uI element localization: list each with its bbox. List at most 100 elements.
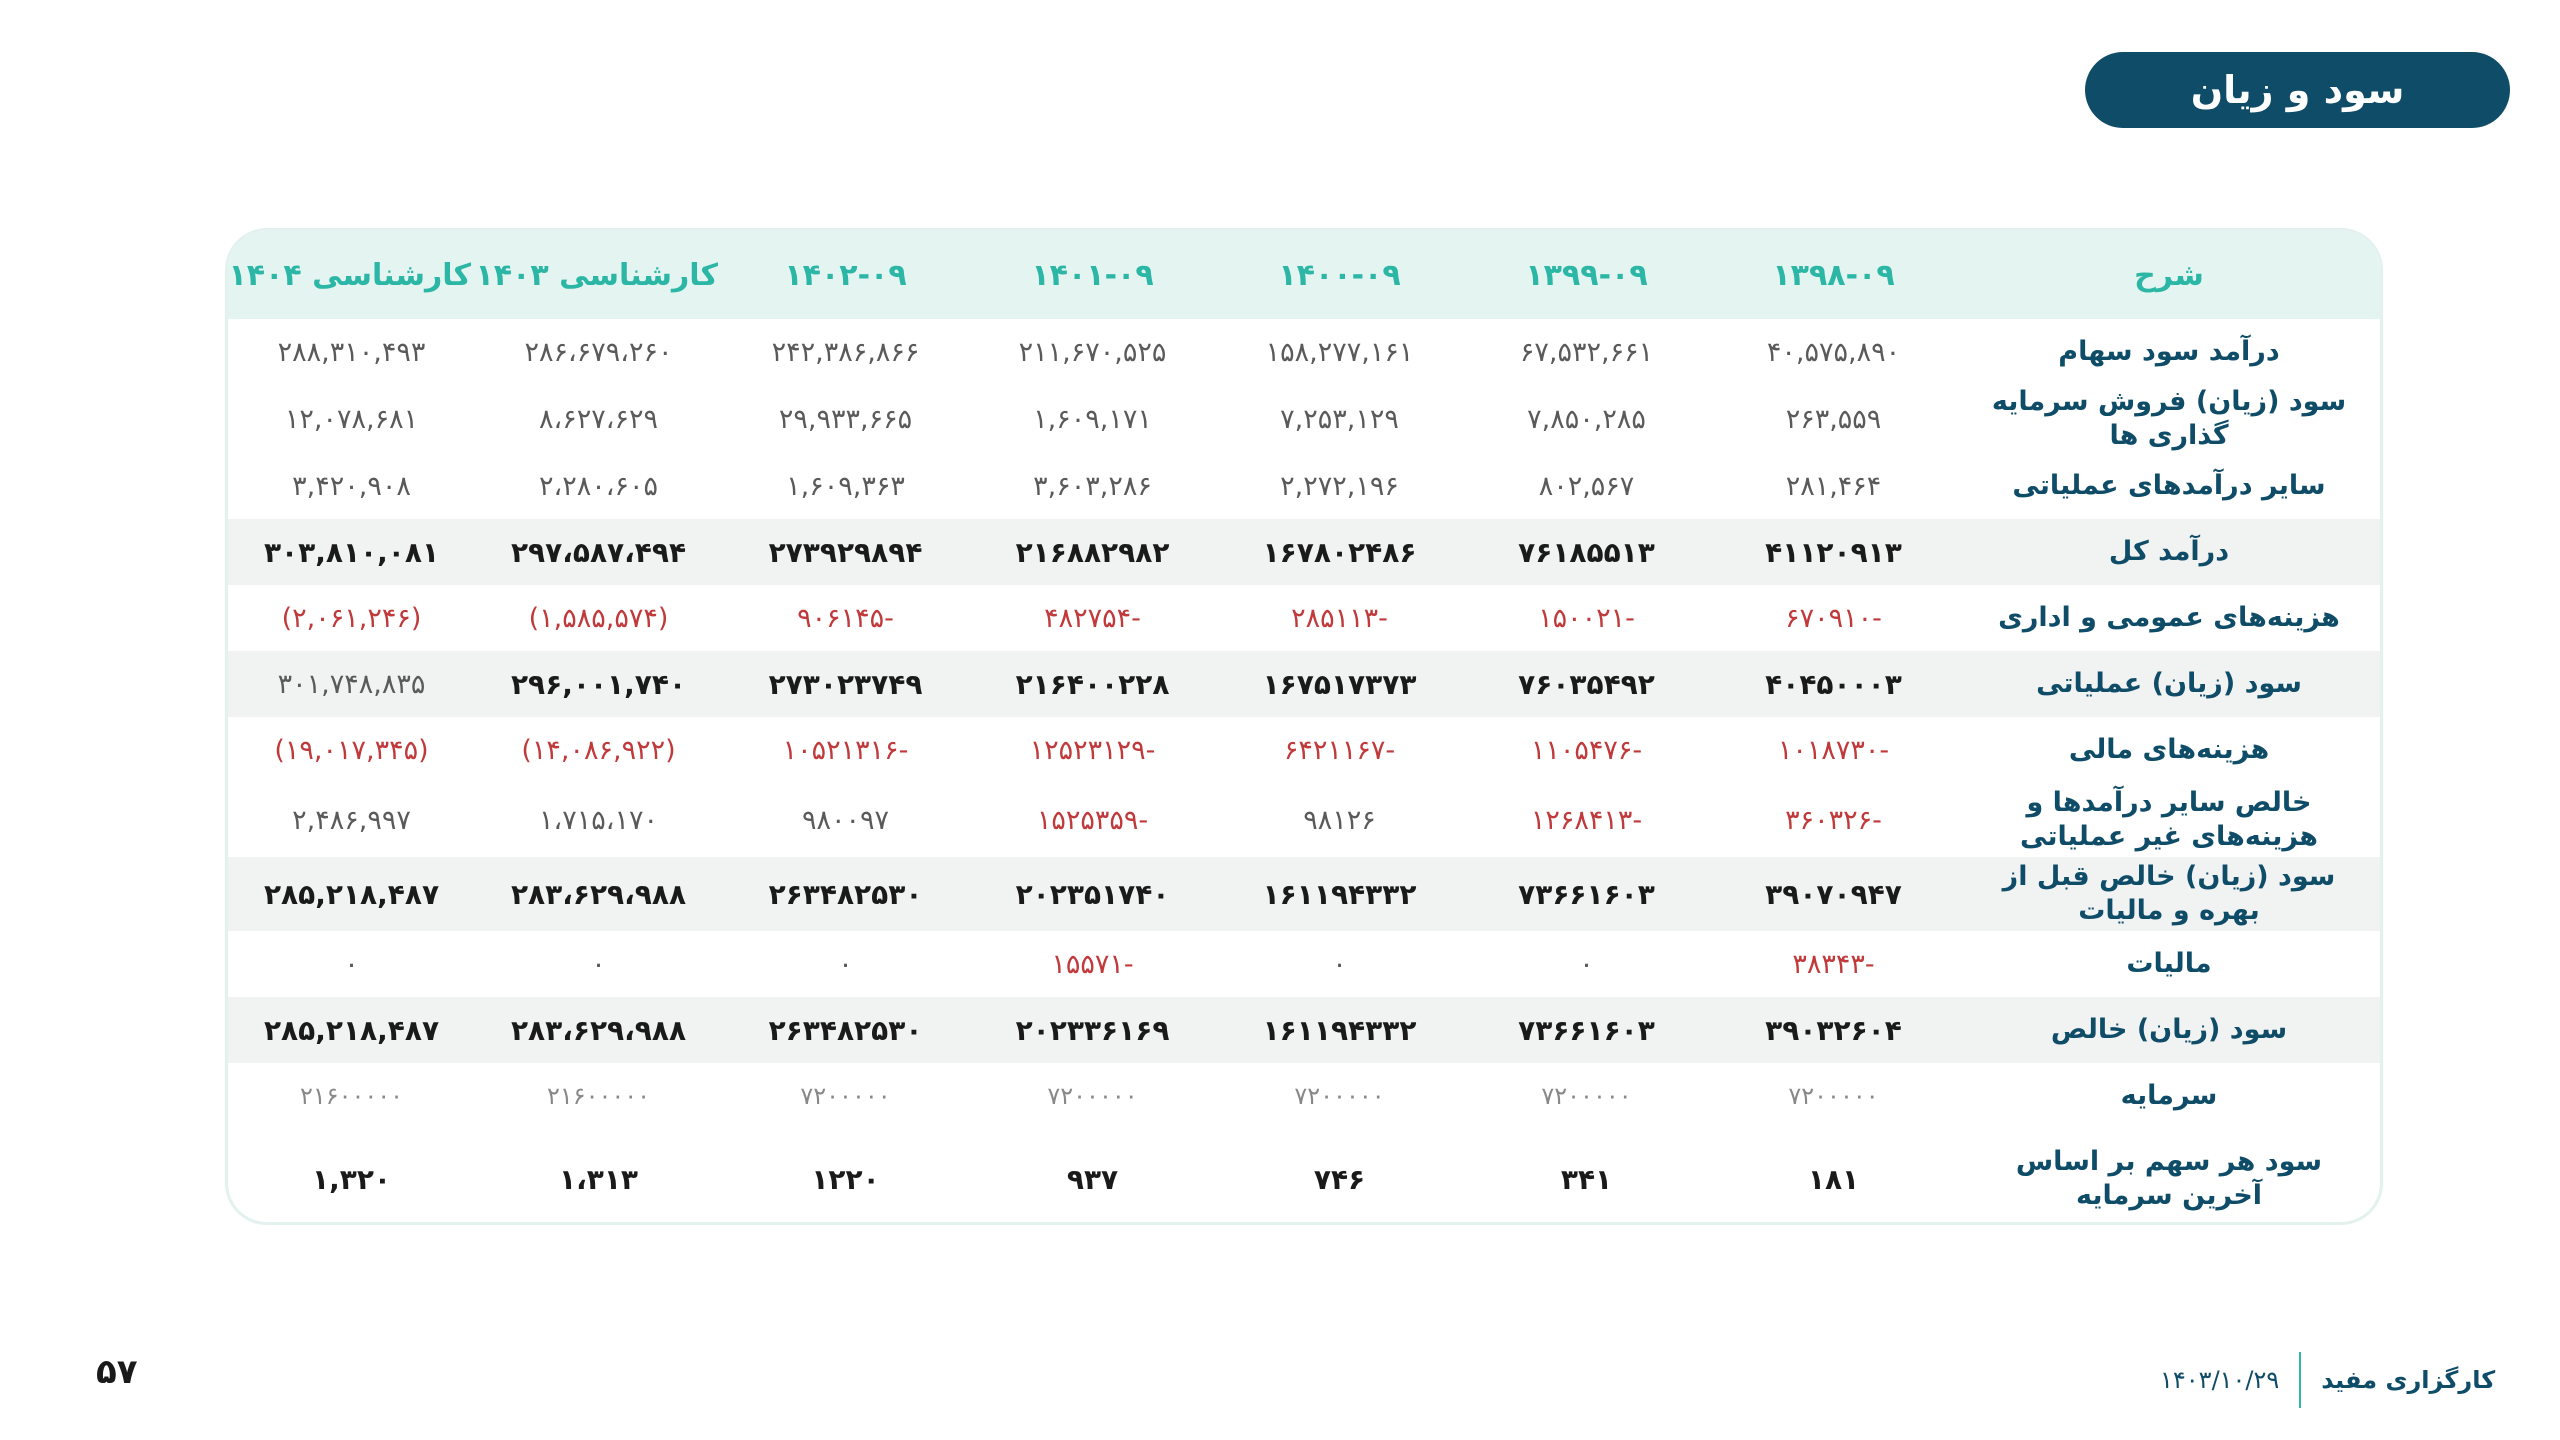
table-cell: ۹۳۷ <box>1066 1162 1119 1196</box>
page-number: ۵۷ <box>96 1352 138 1392</box>
table-cell: ۱,۳۲۰ <box>312 1162 391 1196</box>
table-cell: ۷۳۶۶۱۶۰۳ <box>1518 877 1655 911</box>
table-cell: ۱،۷۱۵،۱۷۰ <box>539 804 658 836</box>
row-label: سود (زیان) خالص <box>2050 1014 2288 1045</box>
table-cell: ۷۶۰۳۵۴۹۲ <box>1518 667 1655 701</box>
table-row: سود (زیان) فروش سرمایه گذاری ها ۲۶۳,۵۵۹ … <box>228 385 2380 453</box>
table-cell: ۷۲۰۰۰۰۰ <box>1541 1082 1632 1110</box>
table-cell: -۳۸۳۴۳ <box>1792 948 1875 980</box>
table-cell: ۳۴۱ <box>1560 1162 1613 1196</box>
row-label: سود (زیان) عملیاتی <box>2036 668 2302 699</box>
table-cell: ۲۸۵,۲۱۸,۴۸۷ <box>263 877 440 911</box>
row-label: مالیات <box>2126 948 2212 979</box>
table-cell: -۲۸۵۱۱۳ <box>1291 602 1388 634</box>
table-cell: ۷,۸۵۰,۲۸۵ <box>1527 403 1646 435</box>
table-row: سود (زیان) خالص قبل از بهره و مالیات ۳۹۰… <box>228 857 2380 931</box>
table-cell: ۲۱۶۰۰۰۰۰ <box>546 1082 651 1110</box>
table-cell: ۲۶۳,۵۵۹ <box>1785 403 1882 435</box>
profit-loss-table-card: شرح ۱۳۹۸-۰۹ ۱۳۹۹-۰۹ ۱۴۰۰-۰۹ ۱۴۰۱-۰۹ ۱۴۰۲… <box>225 228 2383 1225</box>
table-cell: ۳,۶۰۳,۲۸۶ <box>1033 470 1152 502</box>
table-cell: ۰ <box>838 948 853 980</box>
table-row: درآمد کل ۴۱۱۲۰۹۱۳ ۷۶۱۸۵۵۱۳ ۱۶۷۸۰۲۴۸۶ ۲۱۶… <box>228 519 2380 585</box>
table-cell: ۲,۴۸۶,۹۹۷ <box>292 804 411 836</box>
table-cell: -۶۴۲۱۱۶۷ <box>1283 734 1396 766</box>
header-1399: ۱۳۹۹-۰۹ <box>1525 257 1648 293</box>
table-cell: -۱۲۶۸۴۱۳ <box>1530 804 1643 836</box>
table-row: سایر درآمدهای عملیاتی ۲۸۱,۴۶۴ ۸۰۲,۵۶۷ ۲,… <box>228 453 2380 519</box>
table-cell: ۲,۲۷۲,۱۹۶ <box>1280 470 1399 502</box>
table-cell: ۴۱۱۲۰۹۱۳ <box>1765 535 1902 569</box>
table-cell: ۷۳۶۶۱۶۰۳ <box>1518 1013 1655 1047</box>
table-cell: ۸،۶۲۷،۶۲۹ <box>539 403 658 435</box>
table-cell: ۲۰۲۳۳۶۱۶۹ <box>1015 1013 1170 1047</box>
table-cell: ۱۶۱۱۹۴۳۳۲ <box>1262 877 1417 911</box>
table-row: هزینه‌های مالی -۱۰۱۸۷۳۰ -۱۱۰۵۴۷۶ -۶۴۲۱۱۶… <box>228 717 2380 783</box>
table-cell: ۶۷,۵۳۲,۶۶۱ <box>1519 336 1654 368</box>
table-row: سود هر سهم بر اساس آخرین سرمایه ۱۸۱ ۳۴۱ … <box>228 1129 2380 1222</box>
table-cell: ۲۸۵,۲۱۸,۴۸۷ <box>263 1013 440 1047</box>
table-cell: ۲۹۶,۰۰۱,۷۴۰ <box>510 667 687 701</box>
table-cell: ۳۹۰۷۰۹۴۷ <box>1765 877 1902 911</box>
row-label: سود هر سهم بر اساس آخرین سرمایه <box>2015 1146 2323 1211</box>
table-cell: -۴۸۲۷۵۴ <box>1044 602 1141 634</box>
header-1400: ۱۴۰۰-۰۹ <box>1278 257 1401 293</box>
table-cell: -۱۵۰۰۲۱ <box>1538 602 1635 634</box>
table-cell: ۲۱۱,۶۷۰,۵۲۵ <box>1018 336 1167 368</box>
footer-brand: کارگزاری مفید ۱۴۰۳/۱۰/۲۹ <box>2160 1352 2495 1408</box>
table-header-row: شرح ۱۳۹۸-۰۹ ۱۳۹۹-۰۹ ۱۴۰۰-۰۹ ۱۴۰۱-۰۹ ۱۴۰۲… <box>228 231 2380 319</box>
row-label: سایر درآمدهای عملیاتی <box>2012 470 2326 501</box>
profit-loss-table: شرح ۱۳۹۸-۰۹ ۱۳۹۹-۰۹ ۱۴۰۰-۰۹ ۱۴۰۱-۰۹ ۱۴۰۲… <box>228 231 2380 1222</box>
row-label: خالص سایر درآمدها و هزینه‌های غیر عملیات… <box>2020 787 2318 852</box>
table-cell: ۲۱۶۴۰۰۲۲۸ <box>1015 667 1170 701</box>
header-description: شرح <box>2134 257 2204 293</box>
row-label: درآمد کل <box>2108 536 2230 567</box>
table-cell: ۴۰,۵۷۵,۸۹۰ <box>1766 336 1901 368</box>
table-cell: ۰ <box>1579 948 1594 980</box>
table-row: سود (زیان) عملیاتی ۴۰۴۵۰۰۰۳ ۷۶۰۳۵۴۹۲ ۱۶۷… <box>228 651 2380 717</box>
table-cell: ۲۷۳۰۲۳۷۴۹ <box>768 667 923 701</box>
table-cell: ۲۹,۹۳۳,۶۶۵ <box>778 403 913 435</box>
table-cell: ۷,۲۵۳,۱۲۹ <box>1280 403 1399 435</box>
header-1401: ۱۴۰۱-۰۹ <box>1031 257 1154 293</box>
header-1403-estimate: کارشناسی ۱۴۰۳ <box>475 257 718 293</box>
table-cell: ۲۸۱,۴۶۴ <box>1785 470 1882 502</box>
footer-divider <box>2299 1352 2302 1408</box>
table-cell: ۷۲۰۰۰۰۰ <box>1788 1082 1879 1110</box>
table-cell: ۲۸۶،۶۷۹،۲۶۰ <box>524 336 673 368</box>
table-cell: -۱۱۰۵۴۷۶ <box>1530 734 1643 766</box>
table-row: خالص سایر درآمدها و هزینه‌های غیر عملیات… <box>228 783 2380 857</box>
table-cell: ۰ <box>1332 948 1347 980</box>
table-cell: ۸۰۲,۵۶۷ <box>1538 470 1635 502</box>
table-cell: (۲,۰۶۱,۲۴۶) <box>281 602 422 634</box>
table-cell: ۹۸۱۲۶ <box>1303 804 1376 836</box>
row-label: هزینه‌های عمومی و اداری <box>1998 602 2340 633</box>
page-title: سود و زیان <box>2085 52 2510 128</box>
row-label: سود (زیان) فروش سرمایه گذاری ها <box>1991 386 2347 451</box>
table-cell: ۲۸۳،۶۲۹،۹۸۸ <box>510 1013 687 1047</box>
table-cell: ۲۱۶۰۰۰۰۰ <box>299 1082 404 1110</box>
table-cell: -۱۵۵۷۱ <box>1051 948 1134 980</box>
table-cell: -۳۶۰۳۲۶ <box>1785 804 1882 836</box>
table-cell: -۹۰۶۱۴۵ <box>797 602 894 634</box>
header-1402: ۱۴۰۲-۰۹ <box>784 257 907 293</box>
table-cell: ۰ <box>344 948 359 980</box>
table-row: مالیات -۳۸۳۴۳ ۰ ۰ -۱۵۵۷۱ ۰ ۰ ۰ <box>228 931 2380 997</box>
table-cell: ۳۰۱,۷۴۸,۸۳۵ <box>277 668 426 700</box>
table-cell: -۱۰۵۲۱۳۱۶ <box>782 734 909 766</box>
table-cell: ۲۶۳۴۸۲۵۳۰ <box>768 1013 923 1047</box>
table-cell: ۳۹۰۳۲۶۰۴ <box>1765 1013 1902 1047</box>
table-cell: ۱۶۱۱۹۴۳۳۲ <box>1262 1013 1417 1047</box>
table-row: سرمایه ۷۲۰۰۰۰۰ ۷۲۰۰۰۰۰ ۷۲۰۰۰۰۰ ۷۲۰۰۰۰۰ ۷… <box>228 1063 2380 1129</box>
row-label: سود (زیان) خالص قبل از بهره و مالیات <box>2002 861 2336 926</box>
table-cell: ۴۰۴۵۰۰۰۳ <box>1765 667 1902 701</box>
table-cell: ۱۶۷۸۰۲۴۸۶ <box>1262 535 1417 569</box>
row-label: هزینه‌های مالی <box>2068 734 2270 765</box>
table-cell: ۲۷۳۹۲۹۸۹۴ <box>768 535 923 569</box>
table-cell: ۲۰۲۳۵۱۷۴۰ <box>1015 877 1170 911</box>
table-row: هزینه‌های عمومی و اداری -۶۷۰۹۱۰ -۱۵۰۰۲۱ … <box>228 585 2380 651</box>
table-cell: ۲۸۳،۶۲۹،۹۸۸ <box>510 877 687 911</box>
table-cell: ۱۸۱ <box>1807 1162 1860 1196</box>
table-cell: -۱۲۵۲۳۱۲۹ <box>1029 734 1156 766</box>
table-cell: ۲،۲۸۰،۶۰۵ <box>539 470 658 502</box>
